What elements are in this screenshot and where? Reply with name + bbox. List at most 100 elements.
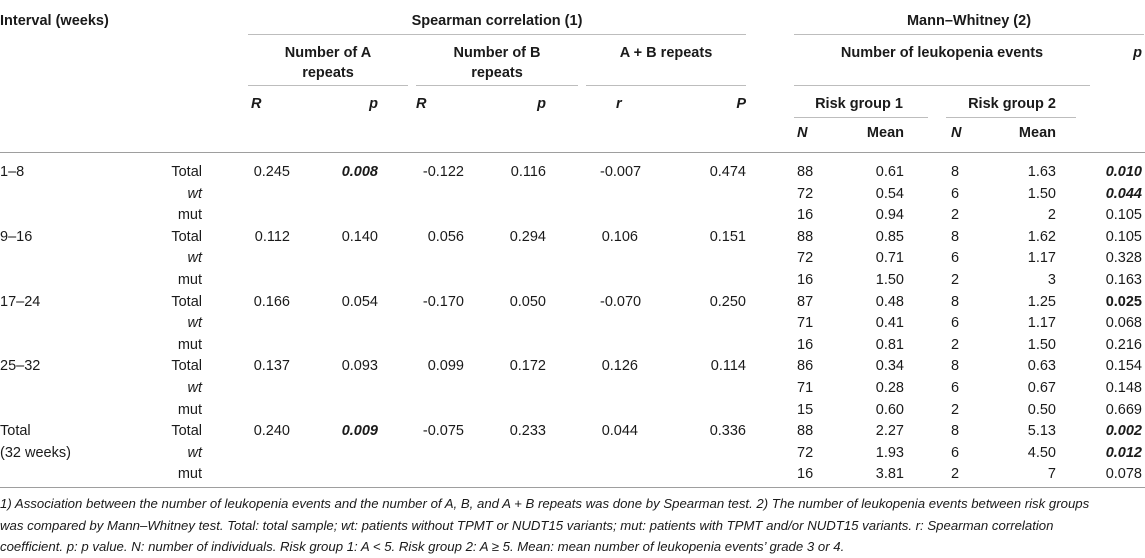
footnote-line: was compared by Mann–Whitney test. Total…	[0, 517, 1054, 533]
cell-n1: 86	[797, 358, 814, 375]
cell-m2: 5.13	[1027, 423, 1056, 440]
cell-n2: 2	[951, 466, 960, 483]
cell-n2: 6	[951, 380, 960, 396]
cell-p: 0.148	[1105, 380, 1142, 396]
cell-p: 0.002	[1105, 423, 1142, 440]
header-R-b: R	[416, 96, 427, 112]
cell-pb: 0.294	[509, 228, 546, 245]
cell-p: 0.025	[1105, 293, 1142, 310]
header-risk-group-2: Risk group 2	[968, 96, 1056, 112]
cell-rab: 0.044	[601, 423, 638, 440]
cell-m1: 0.48	[875, 293, 904, 310]
header-p-a: p	[369, 96, 378, 112]
cell-n2: 8	[951, 228, 960, 245]
rule-rg1	[794, 117, 928, 118]
cell-n1: 16	[797, 466, 814, 483]
cell-p: 0.078	[1105, 466, 1142, 483]
rule-spearman	[248, 34, 746, 35]
cell-m1: 0.61	[875, 164, 904, 180]
header-num-b-2: repeats	[471, 65, 523, 81]
cell-n1: 71	[797, 380, 814, 396]
cell-n1: 72	[797, 250, 814, 267]
header-R-a: R	[251, 96, 262, 112]
cell-pab: 0.336	[709, 423, 746, 440]
footnote: 1) Association between the number of leu…	[0, 493, 1140, 558]
cell-m1: 0.94	[875, 207, 904, 224]
cell-group: Total	[171, 293, 202, 310]
cell-m2: 3	[1047, 272, 1056, 288]
cell-n1: 16	[797, 336, 814, 353]
cell-group: wt	[187, 250, 203, 267]
cell-n1: 88	[797, 164, 814, 180]
cell-m2: 0.67	[1027, 380, 1056, 396]
cell-n2: 8	[951, 293, 960, 310]
cell-n1: 72	[797, 185, 814, 202]
cell-m1: 0.28	[875, 380, 904, 396]
header-risk-group-1: Risk group 1	[815, 96, 903, 112]
cell-p: 0.105	[1105, 207, 1142, 224]
cell-interval: 25–32	[0, 358, 41, 375]
cell-interval: (32 weeks)	[0, 444, 71, 461]
cell-interval: Total	[0, 423, 31, 440]
cell-ra: 0.166	[253, 293, 290, 310]
cell-p: 0.154	[1105, 358, 1142, 375]
cell-rb: -0.075	[422, 423, 464, 440]
cell-pa: 0.009	[341, 423, 378, 440]
header-num-a-2: repeats	[302, 65, 354, 81]
cell-n1: 88	[797, 228, 814, 245]
cell-group: wt	[187, 185, 203, 202]
cell-pb: 0.050	[509, 293, 546, 310]
header-mean1: Mean	[866, 125, 904, 141]
cell-m2: 1.63	[1027, 164, 1056, 180]
cell-n1: 15	[797, 401, 814, 418]
header-mean2: Mean	[1018, 125, 1056, 141]
header-spearman: Spearman correlation (1)	[411, 13, 583, 29]
table-bottom-rule	[0, 487, 1145, 488]
header-P-ab: P	[736, 96, 746, 112]
cell-n2: 6	[951, 315, 960, 332]
header-bottom-rule	[0, 152, 1145, 153]
cell-p: 0.010	[1105, 164, 1142, 180]
cell-p: 0.105	[1105, 228, 1142, 245]
cell-p: 0.216	[1105, 336, 1142, 353]
cell-n1: 16	[797, 207, 814, 224]
cell-pb: 0.116	[510, 164, 546, 180]
cell-pa: 0.054	[341, 293, 378, 310]
cell-group: Total	[171, 358, 202, 375]
header-p-mw: p	[1133, 45, 1142, 61]
cell-pb: 0.233	[509, 423, 546, 440]
cell-n1: 87	[797, 293, 814, 310]
footnote-line: coefficient. p: p value. N: number of in…	[0, 539, 845, 554]
rule-ab	[586, 85, 746, 86]
cell-n1: 72	[797, 444, 814, 461]
cell-n2: 6	[951, 185, 960, 202]
cell-pa: 0.008	[341, 164, 378, 180]
cell-rb: -0.170	[422, 293, 464, 310]
cell-m2: 0.63	[1027, 358, 1056, 375]
cell-n2: 2	[951, 207, 960, 224]
cell-n2: 2	[951, 336, 960, 353]
footnote-line: 1) Association between the number of leu…	[0, 496, 1090, 511]
cell-pa: 0.140	[341, 228, 378, 245]
cell-group: wt	[187, 380, 203, 396]
cell-m1: 0.85	[875, 228, 904, 245]
header-num-a-1: Number of A	[284, 45, 372, 61]
cell-n2: 8	[951, 164, 960, 180]
cell-n2: 2	[951, 272, 960, 288]
cell-pab: 0.474	[709, 164, 746, 180]
cell-n2: 6	[951, 250, 960, 267]
cell-m1: 0.54	[875, 185, 904, 202]
cell-m1: 0.34	[875, 358, 904, 375]
header-p-b: p	[537, 96, 546, 112]
cell-ra: 0.240	[253, 423, 290, 440]
cell-m2: 1.50	[1027, 185, 1056, 202]
cell-m2: 0.50	[1027, 401, 1056, 418]
cell-group: mut	[177, 272, 202, 288]
cell-m2: 4.50	[1027, 444, 1056, 461]
cell-p: 0.163	[1105, 272, 1142, 288]
cell-pab: 0.250	[709, 293, 746, 310]
cell-rb: -0.122	[422, 164, 464, 180]
cell-p: 0.068	[1105, 315, 1142, 332]
cell-pb: 0.172	[509, 358, 546, 375]
cell-m1: 1.50	[875, 272, 904, 288]
